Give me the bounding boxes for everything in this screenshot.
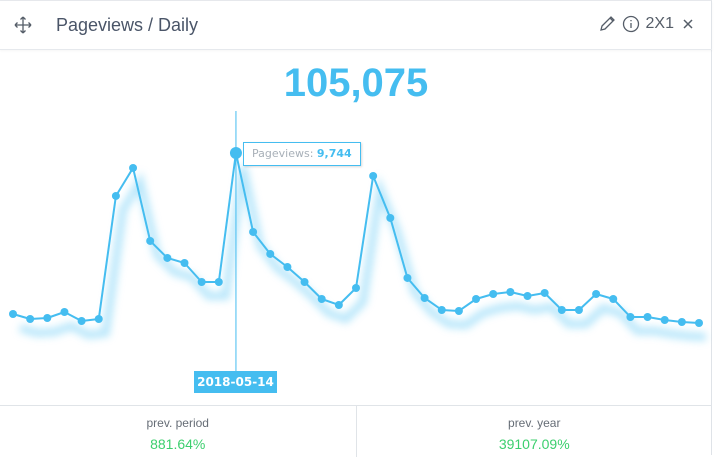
highlighted-data-point[interactable] <box>229 147 242 159</box>
data-point[interactable] <box>506 287 515 296</box>
series-line-segment <box>252 231 272 255</box>
data-point[interactable] <box>249 227 258 236</box>
data-point[interactable] <box>592 289 601 298</box>
series-line-segment <box>406 277 426 299</box>
tooltip: Pageviews: 9,744 <box>243 142 361 166</box>
data-point[interactable] <box>94 315 103 324</box>
series-line-segment <box>217 152 237 283</box>
prev-period-value: 881.64% <box>150 436 206 452</box>
data-point[interactable] <box>214 277 223 286</box>
data-point[interactable] <box>437 305 446 314</box>
pageviews-line-chart[interactable] <box>0 1 712 405</box>
series-line-segment <box>338 287 357 306</box>
data-point[interactable] <box>163 253 172 262</box>
data-point[interactable] <box>9 309 17 318</box>
prev-period-stat: prev. period 881.64% <box>0 406 356 457</box>
prev-period-label: prev. period <box>146 416 209 430</box>
crosshair-date-label: 2018-05-14 <box>194 371 277 393</box>
series-line-segment <box>132 167 152 242</box>
data-point[interactable] <box>266 249 275 258</box>
data-point[interactable] <box>386 213 395 222</box>
data-point[interactable] <box>609 294 618 303</box>
data-point[interactable] <box>660 315 669 324</box>
data-point[interactable] <box>626 312 635 321</box>
data-point[interactable] <box>129 163 138 172</box>
series-line-segment <box>355 175 375 289</box>
data-point[interactable] <box>317 294 326 303</box>
series-line-segment <box>115 167 134 197</box>
series-line-segment <box>234 152 255 233</box>
data-point[interactable] <box>472 294 481 303</box>
comparison-footer: prev. period 881.64% prev. year 39107.09… <box>0 405 712 457</box>
data-point[interactable] <box>643 312 652 321</box>
series-line-segment <box>389 217 409 279</box>
data-point[interactable] <box>540 288 549 297</box>
data-point[interactable] <box>77 316 86 325</box>
data-point[interactable] <box>180 258 189 267</box>
tooltip-label: Pageviews: <box>252 147 314 160</box>
prev-year-stat: prev. year 39107.09% <box>355 406 713 457</box>
data-point[interactable] <box>454 306 463 315</box>
move-icon[interactable] <box>14 16 32 34</box>
data-point[interactable] <box>111 191 120 200</box>
series-line-segment <box>543 292 563 311</box>
series-line-segment <box>149 240 169 259</box>
data-point[interactable] <box>60 307 69 316</box>
data-point[interactable] <box>300 277 309 286</box>
info-icon[interactable] <box>622 15 640 33</box>
data-point[interactable] <box>677 318 686 327</box>
widget-header: Pageviews / Daily 2X1 <box>0 1 712 50</box>
series-line-segment <box>612 298 632 318</box>
series-line-segment <box>303 281 323 300</box>
edit-pencil-icon[interactable] <box>598 15 616 33</box>
data-point[interactable] <box>369 171 378 180</box>
data-point[interactable] <box>352 283 360 292</box>
prev-year-value: 39107.09% <box>498 436 570 452</box>
data-point[interactable] <box>557 305 566 314</box>
data-point[interactable] <box>197 277 206 286</box>
size-toggle[interactable]: 2X1 <box>645 15 674 32</box>
widget-title: Pageviews / Daily <box>56 15 199 35</box>
prev-year-label: prev. year <box>508 416 561 430</box>
series-line-segment <box>97 195 117 320</box>
data-point[interactable] <box>489 289 498 298</box>
line-shadow <box>18 166 707 341</box>
data-point[interactable] <box>26 315 35 324</box>
data-point[interactable] <box>43 313 52 322</box>
data-point[interactable] <box>334 300 343 309</box>
data-point[interactable] <box>420 293 429 302</box>
series-line-segment <box>372 175 392 219</box>
tooltip-value: 9,744 <box>316 147 352 160</box>
data-point[interactable] <box>283 262 292 271</box>
data-point[interactable] <box>403 273 412 282</box>
data-point[interactable] <box>695 318 703 327</box>
data-point[interactable] <box>523 291 532 300</box>
data-point[interactable] <box>574 305 583 314</box>
total-pageviews: 105,075 <box>283 61 429 105</box>
series-line-segment <box>183 262 203 283</box>
data-point[interactable] <box>146 236 155 245</box>
close-icon[interactable] <box>680 16 696 32</box>
